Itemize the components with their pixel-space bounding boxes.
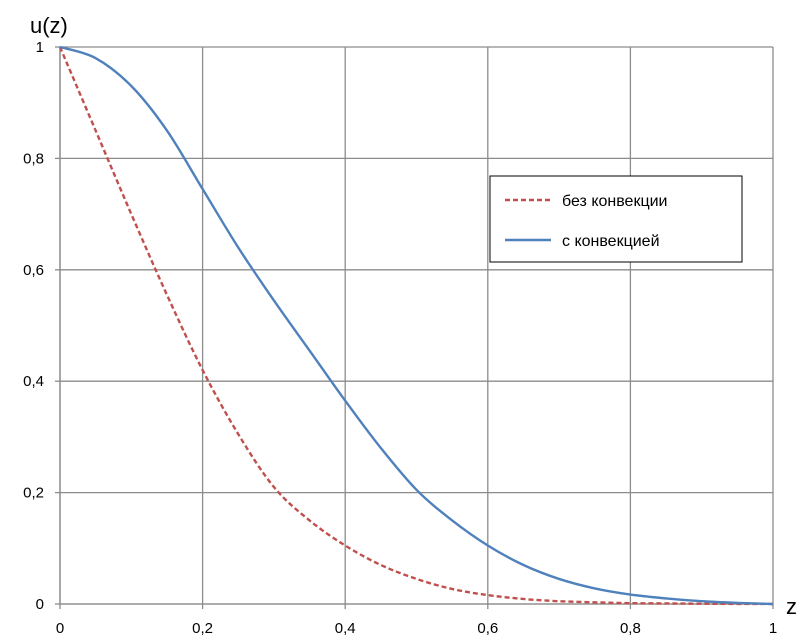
y-tick-label: 0,6 [23,262,44,279]
y-tick-labels: 0 0,2 0,4 0,6 0,8 1 [23,39,44,613]
y-tick-label: 1 [36,39,44,56]
x-tick-label: 0,6 [477,620,498,637]
x-tick-label: 1 [769,620,777,637]
series-layer [58,45,774,606]
axes [55,46,774,609]
y-axis-label: u(z) [30,13,68,38]
y-tick-label: 0,8 [23,150,44,167]
legend-box [489,175,743,263]
x-axis-label: z [786,594,797,619]
y-tick-label: 0 [36,596,44,613]
y-tick-label: 0,4 [23,373,44,390]
y-tick-label: 0,2 [23,485,44,502]
legend-label-2: с конвекцией [562,233,660,250]
x-tick-label: 0,4 [335,620,356,637]
legend: без конвекции с конвекцией [489,175,743,263]
series-line-2 [59,45,774,606]
x-tick-label: 0,2 [192,620,213,637]
x-tick-label: 0,8 [620,620,641,637]
x-tick-label: 0 [56,620,64,637]
legend-label-1: без конвекции [562,193,667,210]
series-line-1 [58,46,774,606]
x-tick-labels: 0 0,2 0,4 0,6 0,8 1 [56,620,777,637]
